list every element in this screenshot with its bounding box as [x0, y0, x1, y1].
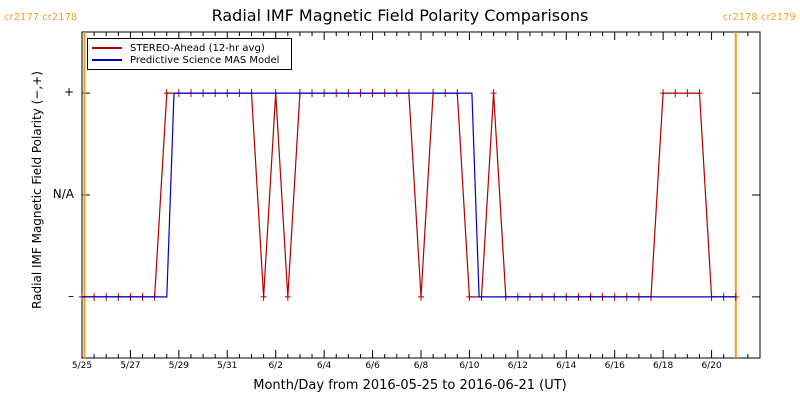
series-line-0	[82, 92, 736, 298]
x-tick-label: 6/6	[365, 361, 380, 371]
series-0-point	[163, 89, 170, 98]
carrington-label-right: cr2178 cr2179	[722, 12, 796, 23]
legend-swatch-stereo	[92, 47, 122, 49]
legend-entry-stereo: STEREO-Ahead (12-hr avg)	[92, 42, 265, 54]
x-tick-label: 6/10	[459, 361, 480, 371]
y-tick-label: +	[63, 85, 74, 100]
x-tick-label: 6/20	[701, 361, 722, 371]
series-0-point	[696, 89, 703, 98]
x-tick-label: 5/29	[168, 361, 189, 371]
x-tick-label: 6/14	[556, 361, 577, 371]
x-tick-label: 6/18	[653, 361, 674, 371]
x-tick-label: 5/25	[71, 361, 93, 371]
series-0-point	[466, 292, 473, 301]
x-tick-label: 6/12	[507, 361, 528, 371]
series-line-1	[82, 92, 736, 298]
series-0-point	[672, 89, 679, 98]
x-tick-label: 6/16	[604, 361, 625, 371]
x-tick-label: 5/31	[217, 361, 238, 371]
x-axis-label: Month/Day from 2016-05-25 to 2016-06-21 …	[253, 378, 567, 393]
y-tick-label: N/A	[52, 187, 74, 201]
plot-frame	[81, 31, 761, 359]
series-0-point	[418, 292, 424, 301]
legend-label-mas: Predictive Science MAS Model	[130, 54, 280, 66]
carrington-label-left: cr2177 cr2178	[4, 12, 78, 23]
legend-label-stereo: STEREO-Ahead (12-hr avg)	[130, 42, 265, 54]
series-0-point	[660, 89, 667, 98]
legend: STEREO-Ahead (12-hr avg) Predictive Scie…	[87, 38, 292, 70]
x-tick-label: 6/2	[268, 361, 283, 371]
series-0-point	[284, 292, 291, 301]
series-0-point	[490, 89, 497, 98]
series-0-point	[260, 292, 267, 301]
series-0-point	[684, 89, 691, 98]
y-tick-label: –	[68, 288, 74, 303]
x-tick-label: 5/27	[120, 361, 141, 371]
legend-swatch-mas	[92, 59, 122, 61]
x-tick-label: 6/4	[316, 361, 332, 371]
x-tick-label: 6/8	[413, 361, 429, 371]
chart-title: Radial IMF Magnetic Field Polarity Compa…	[211, 6, 589, 25]
legend-entry-mas: Predictive Science MAS Model	[92, 54, 279, 66]
